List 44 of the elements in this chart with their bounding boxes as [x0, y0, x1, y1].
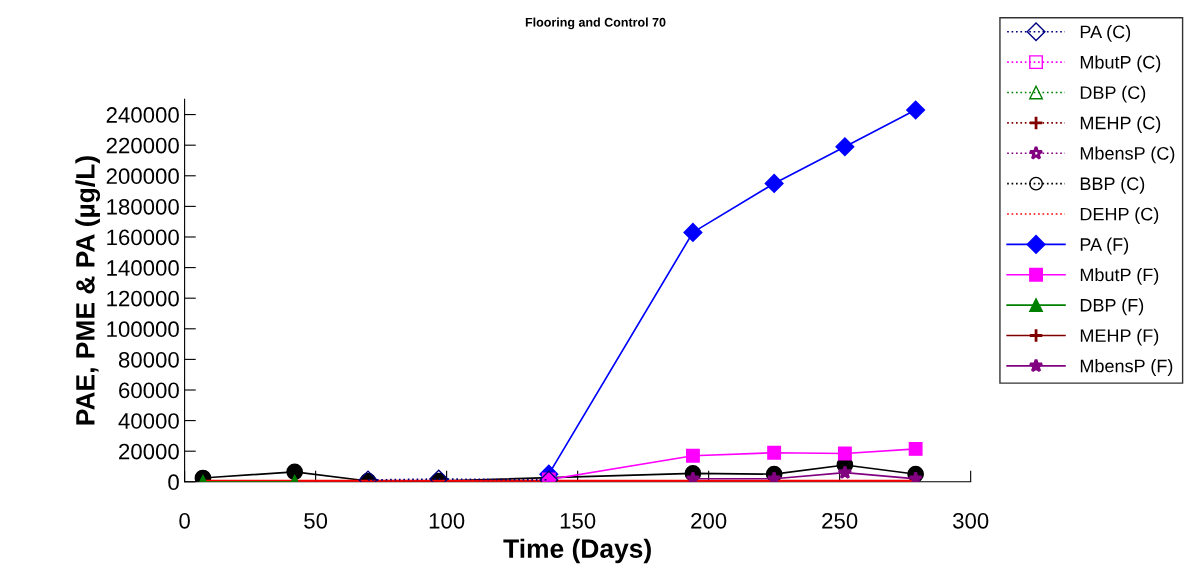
- legend-label: BBP (C): [1080, 176, 1145, 194]
- point: [767, 445, 782, 460]
- y-tick-label: 180000: [107, 198, 179, 215]
- legend-label: DBP (F): [1080, 298, 1144, 316]
- legend-label: MbutP (F): [1080, 267, 1159, 285]
- x-tick-label: 150: [560, 512, 596, 529]
- legend-label: DBP (C): [1080, 85, 1146, 103]
- legend-label: MbutP (C): [1080, 55, 1161, 73]
- legend-label: DEHP (C): [1080, 207, 1159, 225]
- point: [835, 137, 855, 157]
- y-tick-label: 100000: [107, 321, 179, 338]
- legend-label: PA (F): [1080, 237, 1129, 255]
- y-tick-label: 80000: [118, 351, 179, 368]
- legend-label: PA (C): [1080, 25, 1131, 42]
- legend-label: MEHP (F): [1080, 328, 1159, 346]
- y-axis-title: PAE, PME & PA (µg/L): [75, 156, 101, 425]
- x-tick-label: 250: [822, 512, 858, 529]
- y-tick-label: 160000: [107, 229, 179, 246]
- legend-label: MEHP (C): [1080, 116, 1161, 133]
- x-tick-label: 300: [952, 512, 989, 529]
- y-tick-label: 20000: [119, 443, 179, 460]
- y-tick-label: 140000: [107, 260, 179, 276]
- x-tick-label: 50: [304, 512, 328, 529]
- y-tick-label: 40000: [118, 413, 179, 429]
- point: [685, 448, 700, 463]
- y-tick-label: 60000: [119, 382, 179, 399]
- point: [683, 222, 703, 242]
- point: [837, 464, 853, 480]
- y-tick-label: 0: [168, 474, 179, 491]
- y-tick-label: 240000: [106, 107, 179, 123]
- x-tick-label: 100: [429, 512, 465, 529]
- x-tick-label: 0: [179, 512, 190, 529]
- y-tick-label: 120000: [107, 290, 179, 307]
- y-tick-label: 220000: [106, 137, 179, 154]
- x-tick-label: 200: [691, 512, 727, 529]
- point: [764, 173, 784, 193]
- point: [906, 100, 926, 120]
- point: [908, 471, 923, 482]
- chart-title: Flooring and Control 70: [525, 17, 666, 30]
- legend-label: MbensP (F): [1080, 359, 1173, 376]
- x-axis-title: Time (Days): [503, 538, 651, 564]
- y-tick-label: 200000: [106, 168, 179, 185]
- point: [908, 441, 923, 456]
- legend-label: MbensP (C): [1080, 146, 1175, 164]
